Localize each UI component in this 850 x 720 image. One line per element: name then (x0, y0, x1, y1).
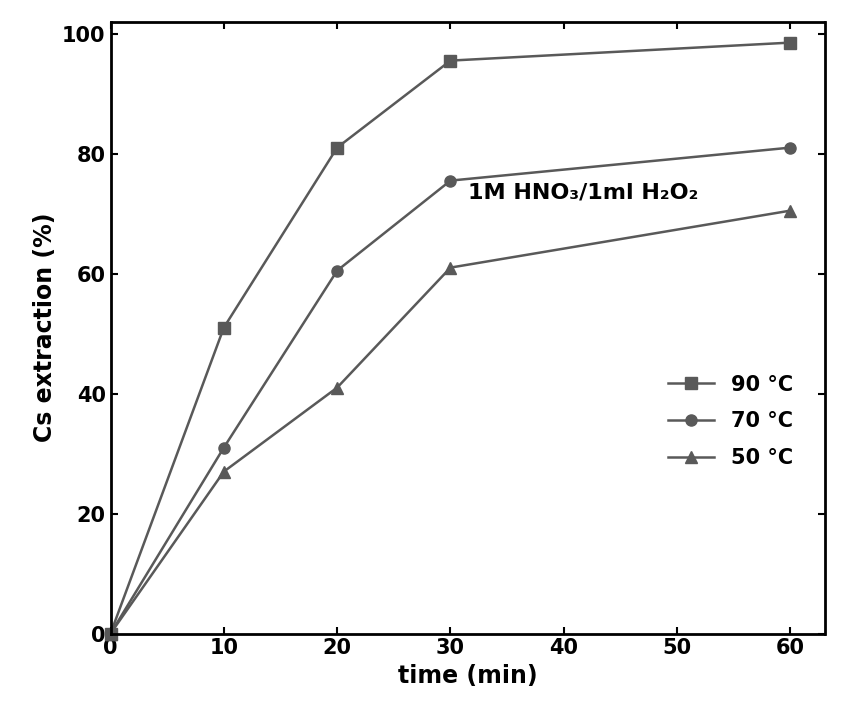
90 °C (445, 56, 456, 65)
70 °C (332, 266, 343, 275)
50 °C (105, 629, 116, 638)
70 °C (445, 176, 456, 185)
90 °C (785, 38, 796, 47)
70 °C (105, 629, 116, 638)
90 °C (332, 143, 343, 152)
Line: 70 °C: 70 °C (105, 142, 796, 639)
Line: 90 °C: 90 °C (105, 37, 796, 639)
70 °C (218, 444, 229, 452)
90 °C (218, 323, 229, 332)
Text: 1M HNO₃/1ml H₂O₂: 1M HNO₃/1ml H₂O₂ (468, 183, 698, 203)
Legend: 90 °C, 70 °C, 50 °C: 90 °C, 70 °C, 50 °C (668, 374, 793, 468)
70 °C (785, 143, 796, 152)
90 °C (105, 629, 116, 638)
50 °C (332, 383, 343, 392)
50 °C (445, 264, 456, 272)
X-axis label: time (min): time (min) (398, 664, 537, 688)
Y-axis label: Cs extraction (%): Cs extraction (%) (32, 213, 57, 442)
Line: 50 °C: 50 °C (105, 205, 796, 639)
50 °C (218, 467, 229, 476)
50 °C (785, 206, 796, 215)
